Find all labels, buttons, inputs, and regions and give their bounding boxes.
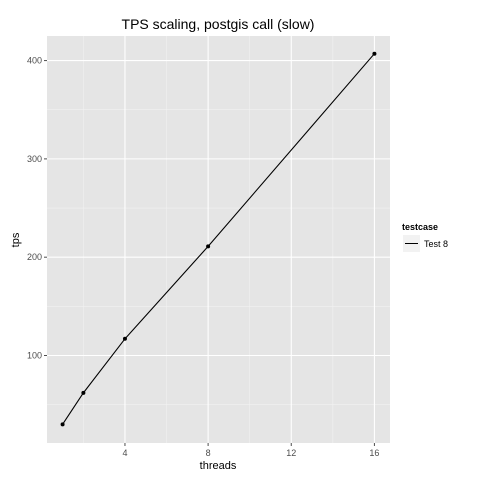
- legend-entry: Test 8: [424, 239, 448, 249]
- data-point: [60, 422, 65, 427]
- x-axis-ticks: 4 8 12 16: [122, 443, 379, 458]
- x-tick-label: 8: [206, 448, 211, 458]
- y-axis-ticks: 100 200 300 400: [27, 56, 47, 361]
- y-tick-label: 400: [27, 56, 42, 66]
- y-axis-label: tps: [10, 232, 22, 247]
- grid-major: [47, 36, 390, 443]
- x-axis-label: threads: [200, 460, 237, 472]
- data-point: [81, 390, 86, 395]
- grid-minor: [47, 36, 390, 443]
- x-tick-label: 16: [369, 448, 379, 458]
- series-layer: [60, 51, 377, 427]
- data-point: [206, 244, 211, 249]
- y-tick-label: 300: [27, 154, 42, 164]
- x-tick-label: 4: [122, 448, 127, 458]
- legend: testcase Test 8: [402, 222, 448, 252]
- legend-title: testcase: [402, 222, 438, 232]
- data-point: [372, 51, 377, 56]
- plot-panel: [47, 36, 390, 443]
- x-tick-label: 12: [286, 448, 296, 458]
- y-tick-label: 200: [27, 252, 42, 262]
- chart-title: TPS scaling, postgis call (slow): [122, 16, 315, 32]
- y-tick-label: 100: [27, 351, 42, 361]
- data-point: [122, 336, 127, 341]
